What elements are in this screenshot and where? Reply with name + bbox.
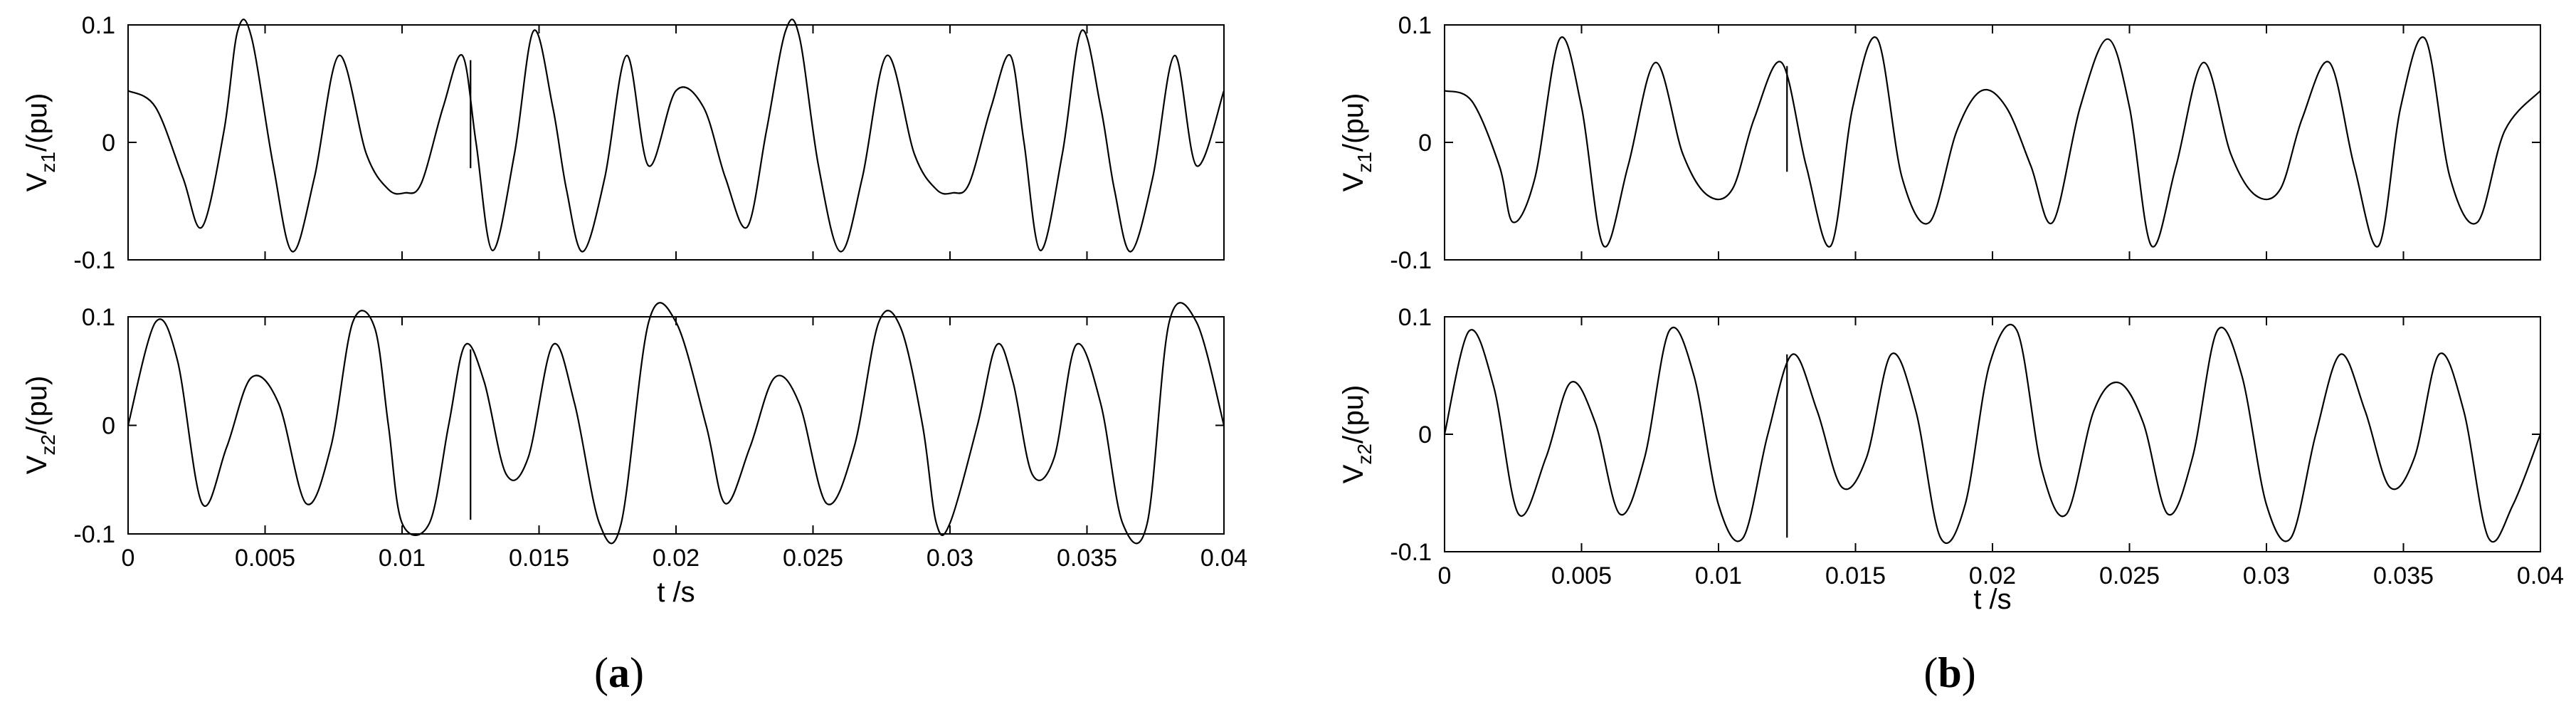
y-axis-title-sub: z2 <box>1353 444 1376 465</box>
y-axis-title-sub: z1 <box>1353 152 1376 173</box>
panel-label-letter: b <box>1938 649 1961 696</box>
y-tick-label: 0 <box>1418 421 1432 448</box>
x-tick-label: 0.025 <box>783 545 843 572</box>
y-axis-title-unit: /(pu) <box>21 93 53 152</box>
y-tick-label: -0.1 <box>1390 539 1432 566</box>
x-tick-label: 0.015 <box>1825 562 1886 589</box>
y-axis-title-main: V <box>21 172 53 192</box>
series-line-v-z1 <box>127 19 1225 253</box>
svg-text:Vz1/(pu): Vz1/(pu) <box>21 93 59 192</box>
x-tick-label: 0.025 <box>2099 562 2160 589</box>
x-tick-label: 0 <box>1438 562 1452 589</box>
y-axis-title-unit: /(pu) <box>1338 93 1369 152</box>
y-tick-label: -0.1 <box>1390 247 1432 274</box>
y-tick-label: 0.1 <box>82 304 115 331</box>
plot-frame <box>1444 24 2541 261</box>
svg-text:Vz2/(pu): Vz2/(pu) <box>21 376 59 475</box>
x-tick-label: 0.015 <box>509 545 569 572</box>
y-axis-title: Vz1/(pu) <box>1338 93 1376 192</box>
panel-label-open: ( <box>594 649 608 696</box>
y-tick-label: 0 <box>102 413 115 440</box>
x-tick-label: 0.02 <box>1969 562 2016 589</box>
series-line-v-z2 <box>127 302 1225 545</box>
x-tick-label: 0.03 <box>927 545 973 572</box>
plot-marks: 0.10-0.10 0.005 0.01 0.015 0.02 0.025 0.03 0.03… <box>1390 304 2564 589</box>
y-tick-label: 0 <box>1418 130 1432 157</box>
plot-a-bottom: 0.1 0 -0.1 0 0.005 0.01 0.015 0.02 0.025 0.03 0.03… <box>21 302 1247 608</box>
x-tick-label: 0.01 <box>379 545 426 572</box>
panel-label-close: ) <box>1962 649 1976 696</box>
y-axis-title-main: V <box>1338 464 1369 483</box>
plot-marks: 0.1 0 -0.1 <box>73 12 1225 274</box>
panel-label-a: (a) <box>594 649 644 696</box>
x-tick-label: 0.01 <box>1695 562 1742 589</box>
plot-marks: 0.1 0 -0.1 <box>1390 12 2541 274</box>
y-tick-label: -0.1 <box>73 247 115 274</box>
y-axis-title: Vz1/(pu) <box>21 93 59 192</box>
svg-text:Vz1/(pu): Vz1/(pu) <box>1338 93 1376 192</box>
y-axis-title-sub: z1 <box>37 152 59 173</box>
panel-label-letter: a <box>608 649 630 696</box>
x-tick-label: 0.04 <box>1200 545 1247 572</box>
y-tick-label: 0 <box>102 130 115 157</box>
x-tick-label: 0.04 <box>2517 562 2564 589</box>
x-tick-label: 0.03 <box>2243 562 2290 589</box>
y-axis-title: Vz2/(pu) <box>21 376 59 475</box>
plot-frame <box>127 316 1225 535</box>
y-axis-title-main: V <box>21 455 53 474</box>
x-tick-label: 0 <box>122 545 135 572</box>
y-axis-title-unit: /(pu) <box>21 376 53 434</box>
svg-text:Vz2/(pu): Vz2/(pu) <box>1338 385 1376 484</box>
y-tick-label: 0.1 <box>1398 304 1432 331</box>
x-tick-label: 0.005 <box>235 545 295 572</box>
plot-b-top: 0.1 0 -0.1 Vz1/(pu) <box>1338 12 2541 274</box>
x-tick-label: 0.035 <box>1057 545 1117 572</box>
x-tick-label: 0.005 <box>1551 562 1612 589</box>
plot-marks: 0.1 0 -0.1 0 0.005 0.01 0.015 0.02 0.025 0.03 0.03… <box>73 302 1247 572</box>
plot-a-top: 0.1 0 -0.1 Vz1/(pu) <box>21 12 1225 274</box>
x-tick-label: 0.02 <box>653 545 700 572</box>
x-axis-title: t /s <box>657 577 695 608</box>
series-line-v-z1 <box>1444 36 2541 248</box>
panel-label-close: ) <box>630 649 644 696</box>
panel-label-open: ( <box>1923 649 1938 696</box>
series-line-v-z2 <box>1443 323 2542 544</box>
plot-b-bottom: 0.10-0.10 0.005 0.01 0.015 0.02 0.025 0.03 0.03… <box>1338 304 2564 615</box>
y-axis-title: Vz2/(pu) <box>1338 385 1376 484</box>
y-axis-title-sub: z2 <box>37 434 59 456</box>
y-tick-label: 0.1 <box>1398 12 1432 39</box>
plot-frame <box>127 24 1225 261</box>
plot-frame <box>1444 316 2541 552</box>
x-tick-label: 0.035 <box>2373 562 2434 589</box>
y-axis-title-main: V <box>1338 172 1369 192</box>
panel-label-b: (b) <box>1923 649 1975 696</box>
y-axis-title-unit: /(pu) <box>1338 385 1369 444</box>
x-axis-title: t /s <box>1973 584 2011 615</box>
y-tick-label: -0.1 <box>73 521 115 548</box>
y-tick-label: 0.1 <box>82 12 115 39</box>
